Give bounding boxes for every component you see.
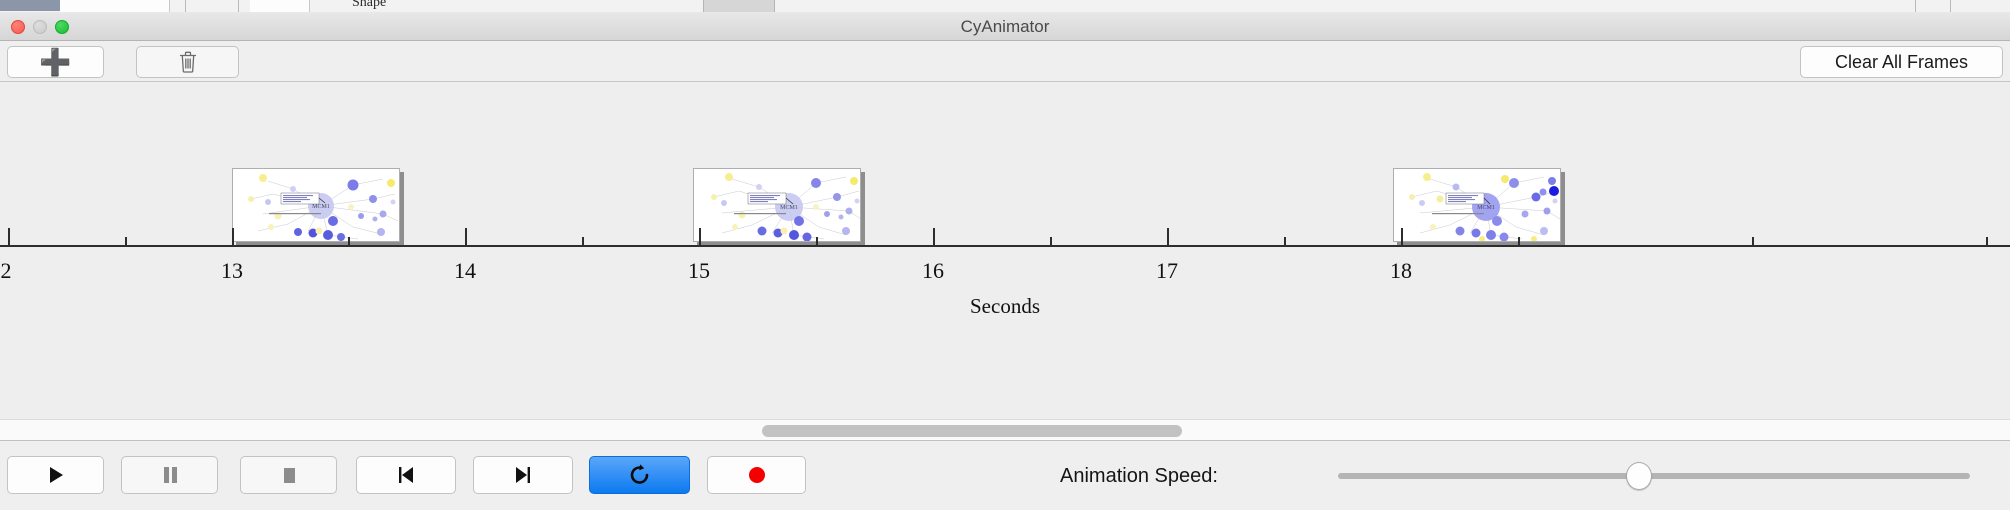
horizontal-scrollbar[interactable]: [0, 419, 2010, 441]
stop-button[interactable]: [240, 456, 337, 494]
window-title: CyAnimator: [960, 17, 1050, 36]
axis-tick-minor: [582, 237, 584, 247]
axis-tick: [699, 228, 701, 247]
timeline-panel[interactable]: MCM1: [0, 82, 2010, 419]
axis-tick-minor: [816, 237, 818, 247]
animation-speed-slider[interactable]: [1338, 462, 1970, 490]
pause-button[interactable]: [121, 456, 218, 494]
axis-title: Seconds: [970, 294, 1040, 318]
loop-button[interactable]: [589, 456, 690, 494]
axis-tick: [232, 228, 234, 247]
title-bar: CyAnimator: [0, 12, 2010, 41]
add-frame-button[interactable]: ➕: [7, 46, 104, 78]
network-graph-preview: MCM1: [248, 174, 399, 241]
background-windows-strip: Shape: [0, 0, 2010, 12]
network-graph-preview: MCM1: [1409, 173, 1560, 241]
background-window-label: Shape: [352, 0, 387, 10]
background-window-dark: [0, 0, 60, 11]
timeline-frame-thumbnail[interactable]: MCM1: [693, 168, 861, 242]
zoom-button[interactable]: [55, 20, 69, 34]
axis-tick: [1401, 228, 1403, 247]
clear-all-frames-label: Clear All Frames: [1834, 51, 1969, 72]
record-button[interactable]: [707, 456, 806, 494]
play-icon: [49, 467, 63, 483]
scrollbar-thumb[interactable]: [762, 425, 1182, 437]
axis-tick-label: 15: [688, 258, 710, 283]
svg-text:MCM1: MCM1: [312, 204, 330, 210]
axis-tick: [8, 228, 10, 247]
close-button[interactable]: [11, 20, 25, 34]
axis-tick-minor: [125, 237, 127, 247]
slider-thumb[interactable]: [1626, 462, 1652, 490]
loop-icon: [630, 464, 648, 484]
window-controls: [11, 20, 69, 34]
clear-all-frames-button[interactable]: Clear All Frames: [1800, 46, 2003, 78]
background-window-gray: [703, 0, 775, 12]
skip-start-button[interactable]: [356, 456, 456, 494]
timeline-frame-thumbnail[interactable]: MCM1: [1393, 168, 1561, 242]
axis-tick-label: 17: [1156, 258, 1178, 283]
axis-tick: [465, 228, 467, 247]
axis-tick-label: 13: [221, 258, 243, 283]
axis-tick-minor: [1284, 237, 1286, 247]
axis-tick: [933, 228, 935, 247]
trash-icon: [179, 51, 196, 73]
stop-icon: [283, 468, 295, 483]
background-window-segment: [60, 0, 170, 12]
axis-tick-minor: [1518, 237, 1520, 247]
background-divider: [185, 0, 186, 12]
play-button[interactable]: [7, 456, 104, 494]
delete-frame-button[interactable]: [136, 46, 239, 78]
skip-back-icon: [399, 467, 413, 483]
pause-icon: [163, 467, 177, 483]
animation-speed-label: Animation Speed:: [1060, 465, 1218, 487]
axis-tick-minor: [1986, 237, 1988, 247]
network-graph-preview: MCM1: [711, 173, 860, 241]
axis-tick-label: 2: [0, 258, 12, 283]
axis-tick: [1167, 228, 1169, 247]
svg-text:MCM1: MCM1: [780, 205, 798, 211]
minimize-button[interactable]: [33, 20, 47, 34]
background-divider: [238, 0, 239, 12]
background-window-segment: [250, 0, 310, 12]
skip-end-button[interactable]: [473, 456, 573, 494]
timeline-frame-thumbnail[interactable]: MCM1: [232, 168, 400, 242]
axis-tick-label: 18: [1390, 258, 1412, 283]
background-divider: [1915, 0, 1916, 12]
axis-tick-label: 16: [922, 258, 944, 283]
timeline-axis: [0, 245, 2010, 247]
background-divider: [1950, 0, 1951, 12]
plus-icon: ➕: [39, 47, 72, 77]
svg-text:MCM1: MCM1: [1477, 205, 1495, 211]
record-icon: [748, 467, 765, 483]
axis-tick-minor: [1752, 237, 1754, 247]
axis-tick-minor: [1050, 237, 1052, 247]
axis-tick-minor: [348, 237, 350, 247]
toolbar: ➕ Clear All Frames: [0, 41, 2010, 82]
skip-forward-icon: [516, 467, 530, 483]
axis-tick-label: 14: [454, 258, 476, 283]
playback-control-bar: Animation Speed:: [0, 441, 2010, 510]
